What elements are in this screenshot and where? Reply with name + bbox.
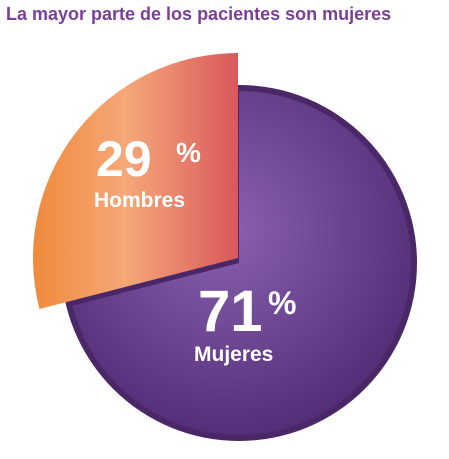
chart-title: La mayor parte de los pacientes son muje…	[6, 4, 392, 24]
hombres-percent-sign: %	[176, 137, 201, 168]
pie-slice-mujeres	[72, 91, 412, 435]
hombres-label: Hombres	[94, 189, 185, 212]
pie-slice-hombres	[33, 53, 238, 309]
hombres-percent-value: 29	[96, 131, 152, 187]
mujeres-percent-sign: %	[268, 285, 296, 321]
mujeres-label: Mujeres	[194, 343, 273, 366]
mujeres-percent-value: 71	[198, 279, 263, 344]
